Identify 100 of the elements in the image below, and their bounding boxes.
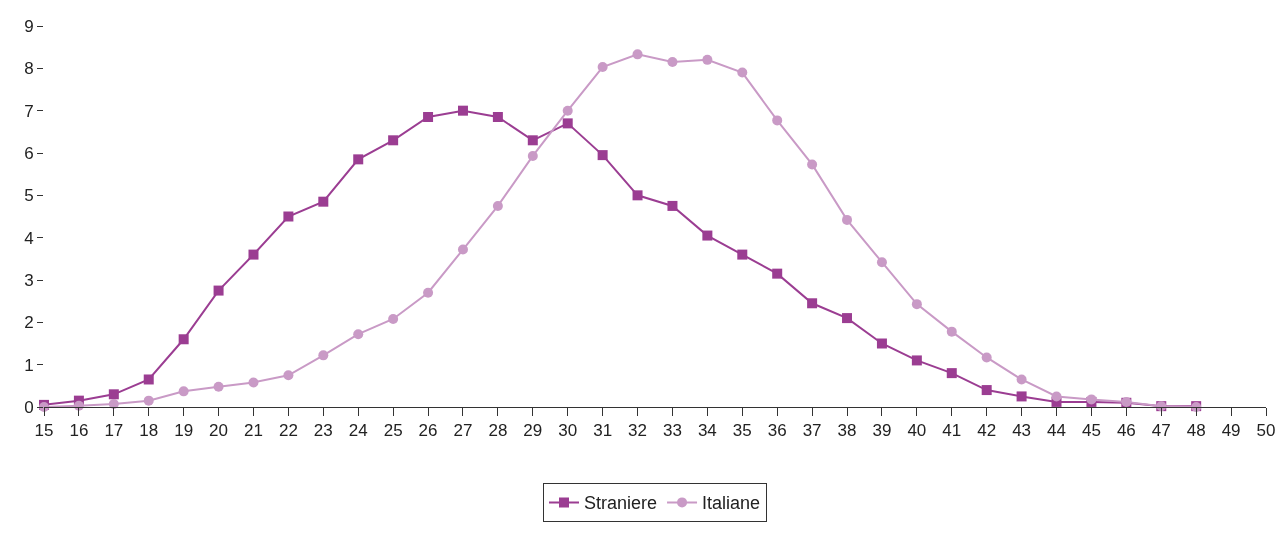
point <box>527 150 538 161</box>
x-tick-label: 40 <box>907 421 927 441</box>
point <box>911 355 922 366</box>
point <box>388 313 399 324</box>
point <box>702 54 713 65</box>
y-tick-label: 1 <box>24 355 34 375</box>
x-tick-label: 35 <box>732 421 752 441</box>
x-tick-label: 36 <box>767 421 787 441</box>
x-tick-label: 44 <box>1047 421 1066 441</box>
x-tick-label: 31 <box>593 421 613 441</box>
point <box>597 62 608 73</box>
point <box>178 386 189 397</box>
x-tick-label: 33 <box>663 421 682 441</box>
x-tick-label: 43 <box>1012 421 1032 441</box>
point <box>772 115 783 126</box>
x-tick-label: 37 <box>802 421 822 441</box>
point <box>178 334 189 345</box>
x-tick-label: 16 <box>69 421 89 441</box>
x-tick-label: 19 <box>174 421 194 441</box>
x-tick-label: 27 <box>453 421 473 441</box>
x-tick-label: 32 <box>628 421 647 441</box>
point <box>562 105 573 116</box>
point <box>108 389 119 400</box>
point <box>981 352 992 363</box>
point <box>842 313 853 324</box>
point <box>248 377 259 388</box>
point <box>423 287 434 298</box>
y-tick-label: 5 <box>24 186 34 206</box>
x-tick-label: 46 <box>1116 421 1136 441</box>
point <box>388 135 399 146</box>
x-tick-label: 18 <box>139 421 159 441</box>
point <box>248 249 259 260</box>
legend-label: Straniere <box>584 493 658 514</box>
x-tick-label: 23 <box>313 421 333 441</box>
point <box>911 299 922 310</box>
point <box>283 370 294 381</box>
point <box>946 326 957 337</box>
x-tick-label: 24 <box>348 421 368 441</box>
point <box>807 159 818 170</box>
point <box>457 105 468 116</box>
y-tick-label: 3 <box>24 270 34 290</box>
x-tick-label: 17 <box>104 421 124 441</box>
point <box>492 112 503 123</box>
x-tick-label: 49 <box>1221 421 1241 441</box>
x-tick-label: 34 <box>697 421 717 441</box>
y-tick-label: 4 <box>24 228 34 248</box>
x-tick-label: 21 <box>244 421 263 441</box>
point <box>283 211 294 222</box>
point <box>667 56 678 67</box>
x-tick-label: 38 <box>837 421 857 441</box>
point <box>143 395 154 406</box>
x-tick-label: 48 <box>1186 421 1206 441</box>
y-tick-label: 7 <box>24 101 34 121</box>
x-tick-label: 45 <box>1081 421 1101 441</box>
point <box>213 381 224 392</box>
point <box>632 49 643 60</box>
y-tick-label: 2 <box>24 313 34 333</box>
point <box>353 329 364 340</box>
point <box>737 67 748 78</box>
point <box>1016 391 1027 402</box>
x-tick-label: 47 <box>1151 421 1171 441</box>
point <box>143 374 154 385</box>
x-tick-label: 22 <box>278 421 298 441</box>
point <box>632 190 643 201</box>
point <box>318 196 329 207</box>
x-tick-label: 29 <box>523 421 543 441</box>
x-tick-label: 50 <box>1256 421 1276 441</box>
x-tick-label: 15 <box>34 421 54 441</box>
point <box>981 385 992 396</box>
point <box>562 118 573 129</box>
y-tick-label: 0 <box>24 397 34 417</box>
point <box>527 135 538 146</box>
x-tick-label: 25 <box>383 421 403 441</box>
point <box>772 268 783 279</box>
x-tick-label: 28 <box>488 421 508 441</box>
y-tick-label: 9 <box>24 16 34 36</box>
point <box>1051 391 1062 402</box>
x-tick-label: 20 <box>209 421 229 441</box>
point <box>702 230 713 241</box>
point <box>1016 374 1027 385</box>
x-tick-label: 39 <box>872 421 892 441</box>
point <box>108 399 119 410</box>
x-tick-label: 30 <box>558 421 578 441</box>
point <box>667 200 678 211</box>
point <box>876 257 887 268</box>
point <box>353 154 364 165</box>
point <box>946 368 957 379</box>
point <box>423 112 434 123</box>
point <box>842 214 853 225</box>
point <box>213 285 224 296</box>
y-tick-label: 8 <box>24 59 34 79</box>
point <box>876 338 887 349</box>
point <box>597 150 608 161</box>
x-tick-label: 26 <box>418 421 438 441</box>
point <box>318 350 329 361</box>
point <box>492 200 503 211</box>
point <box>807 298 818 309</box>
x-tick-label: 41 <box>942 421 962 441</box>
point <box>457 244 468 255</box>
legend-label: Italiane <box>702 493 761 514</box>
